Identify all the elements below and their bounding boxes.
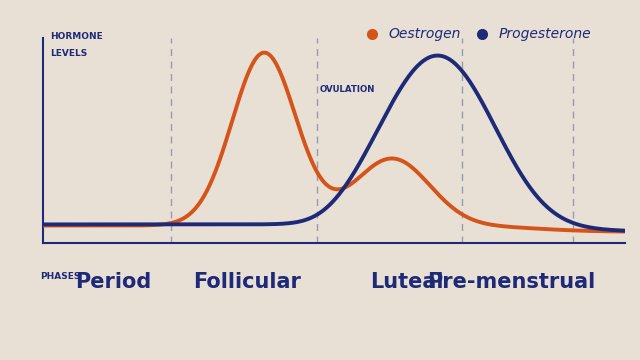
Text: Pre-menstrual: Pre-menstrual: [428, 272, 596, 292]
Text: Luteal: Luteal: [370, 272, 444, 292]
Text: OVULATION: OVULATION: [319, 85, 375, 94]
Text: LEVELS: LEVELS: [50, 49, 87, 58]
Text: Follicular: Follicular: [193, 272, 301, 292]
Text: Oestrogen: Oestrogen: [388, 27, 461, 41]
Text: PHASES: PHASES: [40, 272, 81, 281]
Text: Progesterone: Progesterone: [499, 27, 591, 41]
Text: Period: Period: [75, 272, 151, 292]
Text: HORMONE: HORMONE: [50, 32, 103, 41]
